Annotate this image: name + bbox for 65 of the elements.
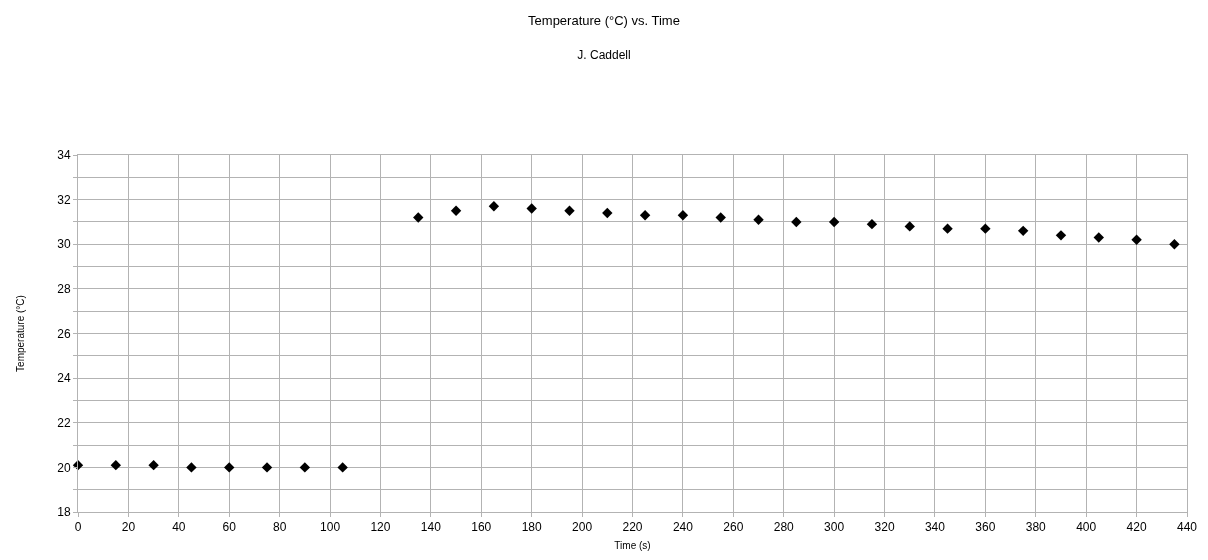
x-tick-label: 60: [222, 520, 237, 535]
point: [904, 221, 915, 232]
y-tick-label: 34: [57, 148, 71, 163]
point: [715, 212, 726, 223]
point: [602, 207, 613, 219]
point: [413, 212, 424, 223]
point: [337, 462, 348, 473]
x-tick-label: 380: [1025, 520, 1047, 535]
point: [148, 459, 159, 471]
point: [450, 205, 462, 216]
point: [299, 462, 311, 473]
point: [639, 210, 651, 221]
x-tick-label: 340: [924, 520, 946, 535]
x-tick-label: 260: [723, 520, 744, 535]
point: [526, 203, 537, 214]
point: [753, 214, 764, 225]
point: [1017, 225, 1029, 237]
x-tick-label: 400: [1076, 520, 1097, 535]
x-axis-title: Time (s): [614, 539, 651, 551]
point: [1169, 239, 1180, 250]
y-axis-title: Temperature (°C): [15, 295, 27, 372]
x-tick-label: 120: [370, 520, 391, 535]
x-tick-label: 200: [572, 520, 593, 535]
point: [564, 205, 575, 216]
point: [1055, 230, 1067, 241]
y-tick-label: 26: [57, 326, 71, 341]
y-tick-label: 30: [57, 237, 71, 252]
point: [942, 223, 953, 234]
y-tick-label: 28: [57, 282, 71, 297]
y-tick-label: 20: [57, 460, 71, 475]
x-tick-label: 240: [672, 520, 694, 535]
x-tick-label: 40: [172, 520, 186, 535]
point: [488, 201, 500, 212]
point: [224, 462, 235, 473]
point: [791, 216, 802, 228]
x-tick-label: 80: [272, 520, 287, 535]
y-tick-label: 32: [57, 192, 71, 207]
point: [866, 218, 878, 230]
y-tick-label: 22: [57, 415, 71, 430]
point: [1093, 232, 1104, 243]
point: [828, 216, 840, 228]
x-tick-label: 0: [74, 520, 82, 535]
chart-title: Temperature (°C) vs. Time: [528, 13, 680, 29]
point: [1131, 234, 1142, 245]
x-tick-label: 440: [1176, 520, 1198, 535]
x-tick-label: 320: [874, 520, 895, 535]
y-tick-label: 24: [57, 371, 71, 386]
point: [110, 459, 122, 471]
x-tick-label: 360: [975, 520, 996, 535]
x-tick-label: 160: [471, 520, 492, 535]
point: [186, 462, 197, 473]
x-tick-label: 420: [1126, 520, 1147, 535]
chart-subtitle: J. Caddell: [577, 48, 631, 62]
x-tick-label: 280: [773, 520, 795, 535]
point: [72, 459, 84, 471]
x-tick-label: 140: [420, 520, 442, 535]
x-tick-label: 100: [320, 520, 341, 535]
point: [261, 462, 273, 473]
x-tick-label: 20: [121, 520, 136, 535]
y-tick-label: 18: [57, 505, 71, 520]
x-tick-label: 180: [521, 520, 543, 535]
x-tick-label: 220: [622, 520, 643, 535]
point: [980, 223, 991, 234]
point: [677, 210, 689, 221]
x-tick-label: 300: [824, 520, 845, 535]
